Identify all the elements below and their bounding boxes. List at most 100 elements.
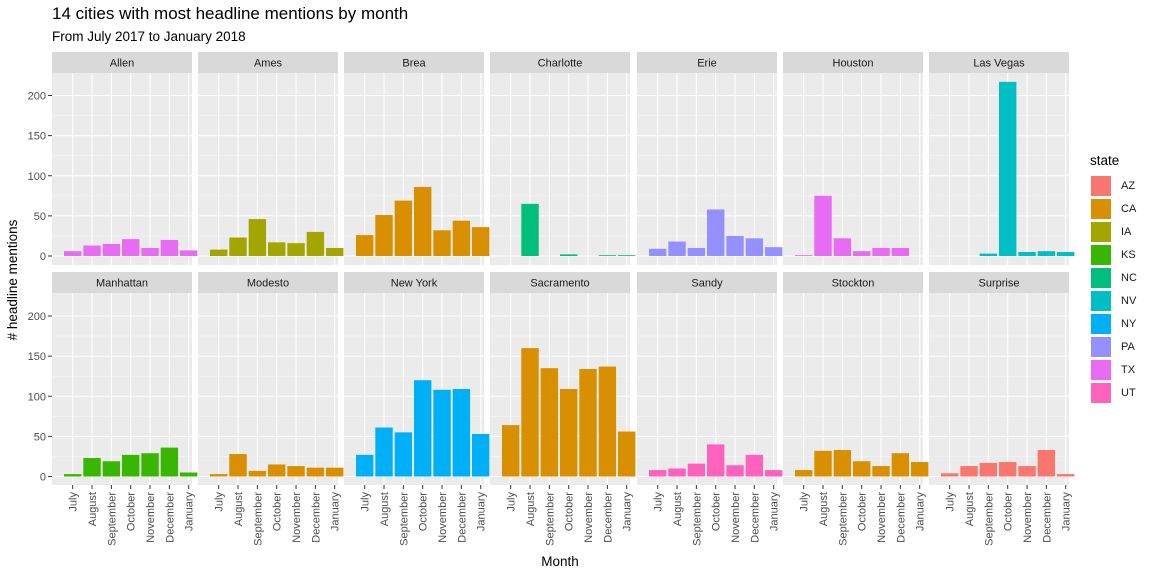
- bar-stockton-september: [833, 450, 852, 477]
- bar-new-york-october: [414, 380, 432, 477]
- bar-stockton-october: [853, 461, 871, 477]
- bar-sandy-july: [648, 470, 667, 477]
- legend-swatch: [1091, 336, 1111, 357]
- legend-item-ks: KS: [1091, 243, 1136, 266]
- chart-subtitle: From July 2017 to January 2018: [52, 29, 246, 44]
- legend-item-nc: NC: [1091, 266, 1137, 289]
- panel-background-stockton: [783, 293, 923, 485]
- legend-swatch: [1091, 313, 1111, 334]
- bar-brea-october: [414, 186, 432, 256]
- x-tick-label: December: [1041, 492, 1053, 543]
- legend-label: CA: [1121, 202, 1137, 215]
- x-tick-label: July: [799, 492, 811, 512]
- y-tick-label: 0: [40, 251, 46, 263]
- y-tick-label: 50: [34, 211, 46, 223]
- bar-sandy-january: [765, 470, 783, 477]
- x-tick-label: January: [330, 492, 342, 532]
- bar-allen-october: [122, 239, 140, 256]
- facet-strip-surprise: [929, 272, 1069, 293]
- bar-sacramento-october: [560, 389, 578, 477]
- bar-stockton-november: [872, 466, 890, 477]
- x-tick-label: September: [252, 492, 264, 546]
- x-tick-label: August: [964, 492, 976, 526]
- x-tick-label: October: [564, 492, 576, 531]
- bar-sandy-august: [668, 468, 686, 477]
- bar-brea-november: [433, 230, 451, 256]
- legend-item-ny: NY: [1091, 312, 1136, 335]
- bar-new-york-december: [452, 389, 471, 477]
- bar-allen-november: [141, 247, 159, 256]
- x-tick-label: October: [418, 492, 430, 531]
- bar-manhattan-august: [83, 458, 101, 477]
- facet-strip-sacramento: [490, 272, 630, 293]
- bar-new-york-july: [355, 454, 374, 477]
- bar-brea-august: [375, 215, 393, 256]
- legend-label: NV: [1121, 294, 1137, 307]
- chart-title: 14 cities with most headline mentions by…: [52, 4, 409, 23]
- x-tick-label: September: [106, 492, 118, 546]
- legend-label: KS: [1121, 248, 1136, 261]
- bar-charlotte-august: [521, 203, 539, 256]
- x-tick-label: August: [525, 492, 537, 526]
- facet-label-new-york: New York: [391, 278, 438, 290]
- bar-sandy-september: [687, 463, 706, 477]
- legend-swatch: [1091, 244, 1111, 265]
- bar-surprise-october: [999, 462, 1017, 477]
- x-tick-label: November: [291, 492, 303, 543]
- bar-charlotte-january: [618, 255, 636, 256]
- x-tick-label: December: [456, 492, 468, 543]
- x-tick-label: November: [876, 492, 888, 543]
- x-tick-label: January: [476, 492, 488, 532]
- bar-las-vegas-december: [1037, 251, 1056, 256]
- x-tick-label: September: [544, 492, 556, 546]
- x-tick-label: July: [68, 492, 80, 512]
- facet-strip-houston: [783, 52, 923, 73]
- x-tick-label: July: [360, 492, 372, 512]
- bar-stockton-january: [911, 462, 929, 477]
- facet-strip-sandy: [637, 272, 777, 293]
- bar-erie-january: [765, 247, 783, 256]
- x-tick-label: July: [506, 492, 518, 512]
- legend-item-tx: TX: [1091, 358, 1135, 381]
- legend-label: NY: [1121, 317, 1137, 330]
- x-tick-label: October: [272, 492, 284, 531]
- facet-strip-brea: [344, 52, 484, 73]
- x-tick-label: January: [769, 492, 781, 532]
- bar-new-york-august: [375, 427, 393, 477]
- bar-sandy-november: [726, 465, 744, 477]
- bar-modesto-september: [248, 470, 267, 477]
- bar-houston-july: [794, 255, 813, 256]
- legend-swatch: [1091, 359, 1111, 380]
- facet-strip-ames: [198, 52, 338, 73]
- facet-label-las-vegas: Las Vegas: [973, 58, 1025, 70]
- bar-sandy-december: [745, 454, 764, 477]
- y-tick-label: 150: [28, 131, 46, 143]
- legend-label: PA: [1121, 340, 1135, 353]
- bar-manhattan-october: [122, 454, 140, 477]
- x-tick-label: September: [691, 492, 703, 546]
- bar-sacramento-november: [579, 368, 597, 477]
- facet-label-sandy: Sandy: [691, 278, 723, 290]
- x-tick-label: January: [184, 492, 196, 532]
- x-tick-label: December: [602, 492, 614, 543]
- bar-allen-december: [160, 239, 179, 256]
- bar-las-vegas-october: [999, 81, 1017, 256]
- x-tick-label: September: [398, 492, 410, 546]
- x-tick-label: August: [379, 492, 391, 526]
- bar-manhattan-july: [63, 474, 82, 477]
- x-axis-title: Month: [541, 554, 579, 569]
- x-tick-label: December: [310, 492, 322, 543]
- facet-label-houston: Houston: [833, 58, 874, 70]
- x-tick-label: July: [214, 492, 226, 512]
- bar-allen-january: [180, 250, 198, 256]
- legend-swatch: [1091, 175, 1111, 196]
- legend-swatch: [1091, 290, 1111, 311]
- facet-strip-allen: [52, 52, 192, 73]
- x-tick-label: December: [749, 492, 761, 543]
- bar-modesto-october: [268, 464, 286, 477]
- bar-ames-january: [326, 247, 344, 256]
- facet-strip-erie: [637, 52, 777, 73]
- bar-modesto-july: [209, 474, 228, 477]
- bar-ames-october: [268, 242, 286, 256]
- facet-label-modesto: Modesto: [247, 278, 289, 290]
